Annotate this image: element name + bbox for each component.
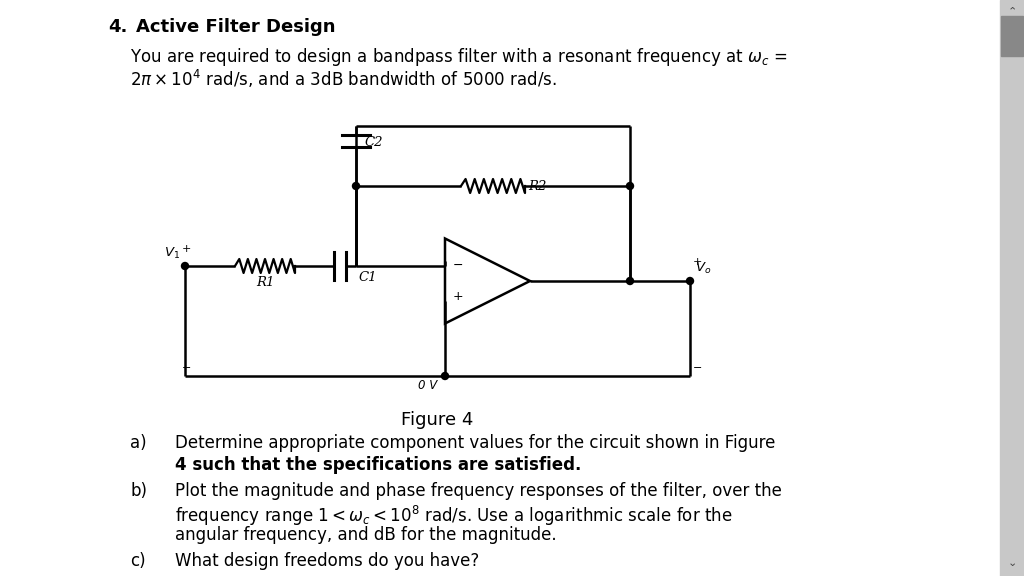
Text: $V_1$: $V_1$ <box>164 246 180 261</box>
Text: What design freedoms do you have?: What design freedoms do you have? <box>175 552 479 570</box>
Text: frequency range $1 < \omega_c < 10^8$ rad/s. Use a logarithmic scale for the: frequency range $1 < \omega_c < 10^8$ ra… <box>175 504 732 528</box>
Text: You are required to design a bandpass filter with a resonant frequency at $\omeg: You are required to design a bandpass fi… <box>130 46 787 68</box>
Text: 4 such that the specifications are satisfied.: 4 such that the specifications are satis… <box>175 456 582 474</box>
Text: ⌄: ⌄ <box>1008 558 1017 568</box>
Text: angular frequency, and dB for the magnitude.: angular frequency, and dB for the magnit… <box>175 526 557 544</box>
Text: $V_o$: $V_o$ <box>695 261 712 276</box>
Circle shape <box>627 183 634 190</box>
Text: −: − <box>693 363 702 373</box>
Bar <box>1000 0 1024 576</box>
Text: −: − <box>453 259 464 272</box>
Text: a): a) <box>130 434 146 452</box>
Text: $2\pi \times 10^4$ rad/s, and a 3dB bandwidth of 5000 rad/s.: $2\pi \times 10^4$ rad/s, and a 3dB band… <box>130 68 557 90</box>
Text: C2: C2 <box>364 136 383 149</box>
Text: +: + <box>182 244 191 254</box>
Circle shape <box>441 373 449 380</box>
Text: C1: C1 <box>358 271 377 284</box>
Text: c): c) <box>130 552 145 570</box>
Text: 0 V: 0 V <box>418 379 437 392</box>
Circle shape <box>686 278 693 285</box>
Text: Determine appropriate component values for the circuit shown in Figure: Determine appropriate component values f… <box>175 434 775 452</box>
Text: 4.: 4. <box>108 18 127 36</box>
Text: Figure 4: Figure 4 <box>401 411 474 429</box>
Text: R1: R1 <box>256 276 274 289</box>
Text: +: + <box>453 290 464 303</box>
Text: Plot the magnitude and phase frequency responses of the filter, over the: Plot the magnitude and phase frequency r… <box>175 482 782 500</box>
Circle shape <box>352 183 359 190</box>
Circle shape <box>627 278 634 285</box>
Bar <box>1001 16 1023 56</box>
Circle shape <box>181 263 188 270</box>
Text: R2: R2 <box>528 180 547 192</box>
Text: Active Filter Design: Active Filter Design <box>136 18 336 36</box>
Text: b): b) <box>130 482 147 500</box>
Text: ⌃: ⌃ <box>1008 6 1017 16</box>
Text: −: − <box>182 363 191 373</box>
Text: +: + <box>693 257 702 267</box>
